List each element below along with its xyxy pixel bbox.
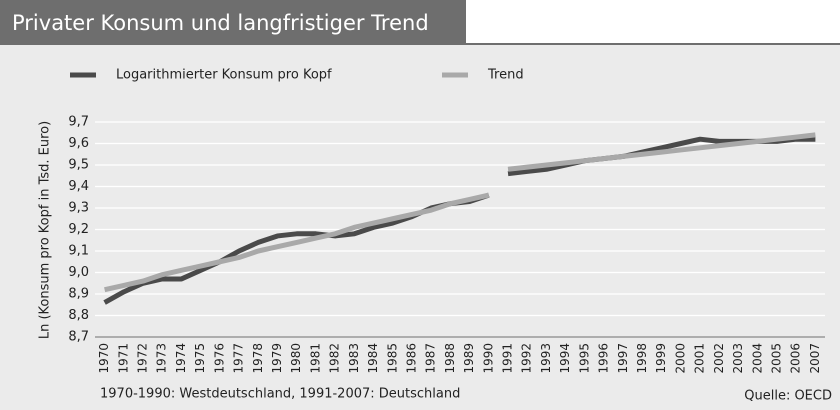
y-tick-label: 9,2 bbox=[68, 222, 89, 237]
legend-label: Trend bbox=[487, 68, 524, 83]
x-tick-label: 1997 bbox=[616, 343, 630, 374]
x-tick-label: 1980 bbox=[289, 343, 303, 374]
x-tick-label: 1983 bbox=[347, 343, 361, 374]
x-tick-label: 1985 bbox=[385, 343, 399, 374]
x-tick-label: 1973 bbox=[155, 343, 169, 374]
x-tick-label: 2000 bbox=[673, 343, 687, 374]
x-tick-label: 1995 bbox=[577, 343, 591, 374]
x-tick-label: 1999 bbox=[654, 343, 668, 374]
x-tick-label: 2001 bbox=[693, 343, 707, 374]
y-tick-label: 9,6 bbox=[68, 136, 89, 151]
x-tick-label: 2004 bbox=[750, 343, 764, 374]
x-tick-label: 2007 bbox=[808, 343, 822, 374]
x-tick-label: 1990 bbox=[481, 343, 495, 374]
y-tick-label: 9,0 bbox=[68, 265, 89, 280]
x-tick-label: 1977 bbox=[232, 343, 246, 374]
x-tick-label: 2002 bbox=[712, 343, 726, 374]
x-tick-label: 1976 bbox=[212, 343, 226, 374]
y-tick-label: 9,5 bbox=[68, 158, 89, 173]
x-tick-label: 2005 bbox=[769, 343, 783, 374]
x-tick-label: 1981 bbox=[308, 343, 322, 374]
y-axis-label: Ln (Konsum pro Kopf in Tsd. Euro) bbox=[38, 121, 53, 339]
x-tick-label: 1992 bbox=[520, 343, 534, 374]
x-tick-label: 1988 bbox=[443, 343, 457, 374]
x-tick-label: 1993 bbox=[539, 343, 553, 374]
x-tick-label: 1970 bbox=[97, 343, 111, 374]
x-tick-label: 1987 bbox=[424, 343, 438, 374]
y-tick-label: 9,1 bbox=[68, 244, 89, 259]
line bbox=[104, 192, 490, 293]
x-tick-label: 1979 bbox=[270, 343, 284, 374]
x-tick-label: 1996 bbox=[597, 343, 611, 374]
note: 1970-1990: Westdeutschland, 1991-2007: D… bbox=[100, 387, 460, 402]
line bbox=[507, 132, 816, 172]
x-tick-label: 1991 bbox=[501, 343, 515, 374]
x-tick-label: 1982 bbox=[328, 343, 342, 374]
x-tick-label: 1994 bbox=[558, 343, 572, 374]
y-tick-label: 8,9 bbox=[68, 287, 89, 302]
x-tick-label: 1971 bbox=[116, 343, 130, 374]
x-tick-label: 1984 bbox=[366, 343, 380, 374]
legend-label: Logarithmierter Konsum pro Kopf bbox=[116, 68, 332, 83]
y-tick-label: 9,7 bbox=[68, 115, 89, 130]
x-tick-label: 1972 bbox=[136, 343, 150, 374]
y-tick-label: 8,7 bbox=[68, 330, 89, 345]
y-tick-label: 9,4 bbox=[68, 179, 89, 194]
x-tick-label: 1978 bbox=[251, 343, 265, 374]
chart-title: Privater Konsum und langfristiger Trend bbox=[12, 11, 429, 35]
x-tick-label: 1986 bbox=[404, 343, 418, 374]
x-tick-label: 1998 bbox=[635, 343, 649, 374]
x-tick-label: 1975 bbox=[193, 343, 207, 374]
y-tick-label: 9,3 bbox=[68, 201, 89, 216]
source: Quelle: OECD bbox=[744, 389, 832, 404]
x-tick-label: 1989 bbox=[462, 343, 476, 374]
x-tick-label: 2003 bbox=[731, 343, 745, 374]
x-tick-label: 1974 bbox=[174, 343, 188, 374]
x-tick-label: 2006 bbox=[789, 343, 803, 374]
title-bar bbox=[0, 0, 466, 44]
y-tick-label: 8,8 bbox=[68, 308, 89, 323]
